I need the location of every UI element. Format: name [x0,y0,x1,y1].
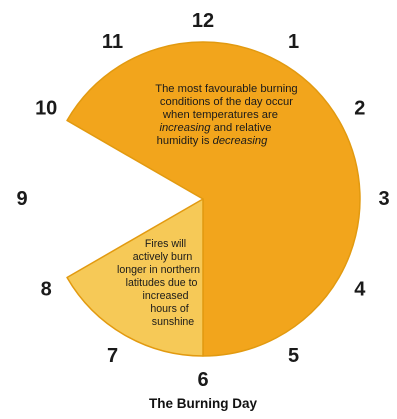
clock-hour-7: 7 [107,345,118,367]
minor-note-line-3: longer in northern [117,264,200,276]
clock-hour-4: 4 [354,279,366,301]
northern-latitudes-sector [66,198,204,357]
main-note-emphasis-increasing: increasing [159,122,211,134]
diagram-caption: The Burning Day [149,396,257,411]
clock-hour-10: 10 [35,98,57,120]
clock-hour-3: 3 [378,188,389,210]
main-note-emphasis-decreasing: decreasing [213,135,269,147]
main-note-line-4: and relative [210,122,271,134]
clock-hour-9: 9 [16,188,27,210]
main-note-line-2: conditions of the day occur [160,96,293,108]
minor-sector-note: Fires will actively burn longer in north… [117,238,203,328]
clock-hour-11: 11 [102,31,123,53]
clock-hour-12: 12 [192,10,214,32]
minor-note-line-1: Fires will [145,238,186,250]
minor-note-line-4: latitudes due to [126,277,198,289]
minor-note-line-6: hours of [150,303,188,315]
clock-hour-6: 6 [197,369,208,391]
minor-note-line-7: sunshine [152,316,195,328]
clock-hour-8: 8 [41,279,52,301]
clock-hour-5: 5 [288,345,299,367]
main-note-line-1: The most favourable burning [155,83,297,95]
clock-hour-1: 1 [288,31,299,53]
main-burning-sector [66,41,361,357]
main-note-line-5: humidity is [157,135,213,147]
main-sector-note: The most favourable burning conditions o… [155,83,301,147]
clock-hour-2: 2 [354,98,365,120]
main-note-line-3: when temperatures are [162,109,278,121]
minor-note-line-5: increased [143,290,189,302]
minor-note-line-2: actively burn [133,251,193,263]
